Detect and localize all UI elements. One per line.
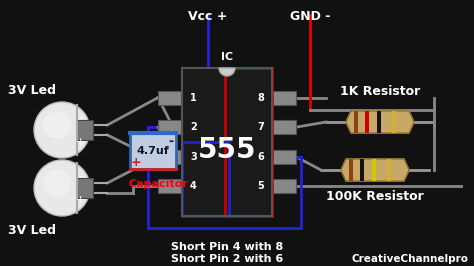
Text: 3: 3: [190, 152, 197, 162]
Text: 1K Resistor: 1K Resistor: [340, 85, 420, 98]
Bar: [272, 150, 296, 164]
Text: 555: 555: [198, 136, 256, 164]
Bar: [349, 159, 353, 181]
Bar: [354, 111, 358, 133]
Text: 6: 6: [257, 152, 264, 162]
Bar: [182, 68, 272, 216]
Polygon shape: [341, 159, 409, 181]
Bar: [361, 159, 365, 181]
Text: 4: 4: [190, 181, 197, 192]
Bar: [158, 120, 182, 134]
Bar: [225, 68, 272, 216]
Text: +: +: [131, 156, 141, 168]
Bar: [272, 91, 296, 105]
Text: 3V Led: 3V Led: [8, 223, 56, 236]
Bar: [272, 120, 296, 134]
Text: CreativeChannelpro: CreativeChannelpro: [352, 254, 468, 264]
Text: Short Pin 2 with 6: Short Pin 2 with 6: [171, 254, 283, 264]
Bar: [158, 150, 182, 164]
Text: Short Pin 4 with 8: Short Pin 4 with 8: [171, 242, 283, 252]
Text: 1: 1: [190, 93, 197, 103]
Bar: [182, 142, 229, 216]
Circle shape: [34, 160, 90, 216]
Bar: [365, 111, 370, 133]
Text: 7: 7: [257, 122, 264, 132]
Wedge shape: [219, 68, 235, 76]
Bar: [182, 68, 272, 216]
Bar: [372, 159, 376, 181]
Text: 100K Resistor: 100K Resistor: [326, 190, 424, 203]
Text: -: -: [168, 135, 173, 148]
Text: 4.7uf: 4.7uf: [137, 146, 169, 156]
Bar: [272, 179, 296, 193]
Bar: [377, 111, 381, 133]
Circle shape: [34, 102, 90, 158]
Text: Vcc +: Vcc +: [188, 10, 228, 23]
Bar: [77, 178, 93, 198]
Text: Capacitor: Capacitor: [128, 179, 188, 189]
Text: 5: 5: [257, 181, 264, 192]
Text: 3V Led: 3V Led: [8, 84, 56, 97]
Text: GND -: GND -: [290, 10, 330, 23]
Bar: [130, 133, 176, 169]
Text: -: -: [78, 113, 82, 123]
Text: IC: IC: [221, 52, 233, 62]
Text: 8: 8: [257, 93, 264, 103]
Polygon shape: [346, 111, 414, 133]
Text: +: +: [75, 195, 85, 205]
Bar: [392, 111, 396, 133]
Text: +: +: [75, 137, 85, 147]
Bar: [387, 159, 391, 181]
Circle shape: [43, 169, 71, 197]
Text: 2: 2: [190, 122, 197, 132]
Bar: [158, 91, 182, 105]
Bar: [77, 120, 93, 140]
Bar: [158, 179, 182, 193]
Text: -: -: [78, 171, 82, 181]
Circle shape: [43, 111, 71, 139]
